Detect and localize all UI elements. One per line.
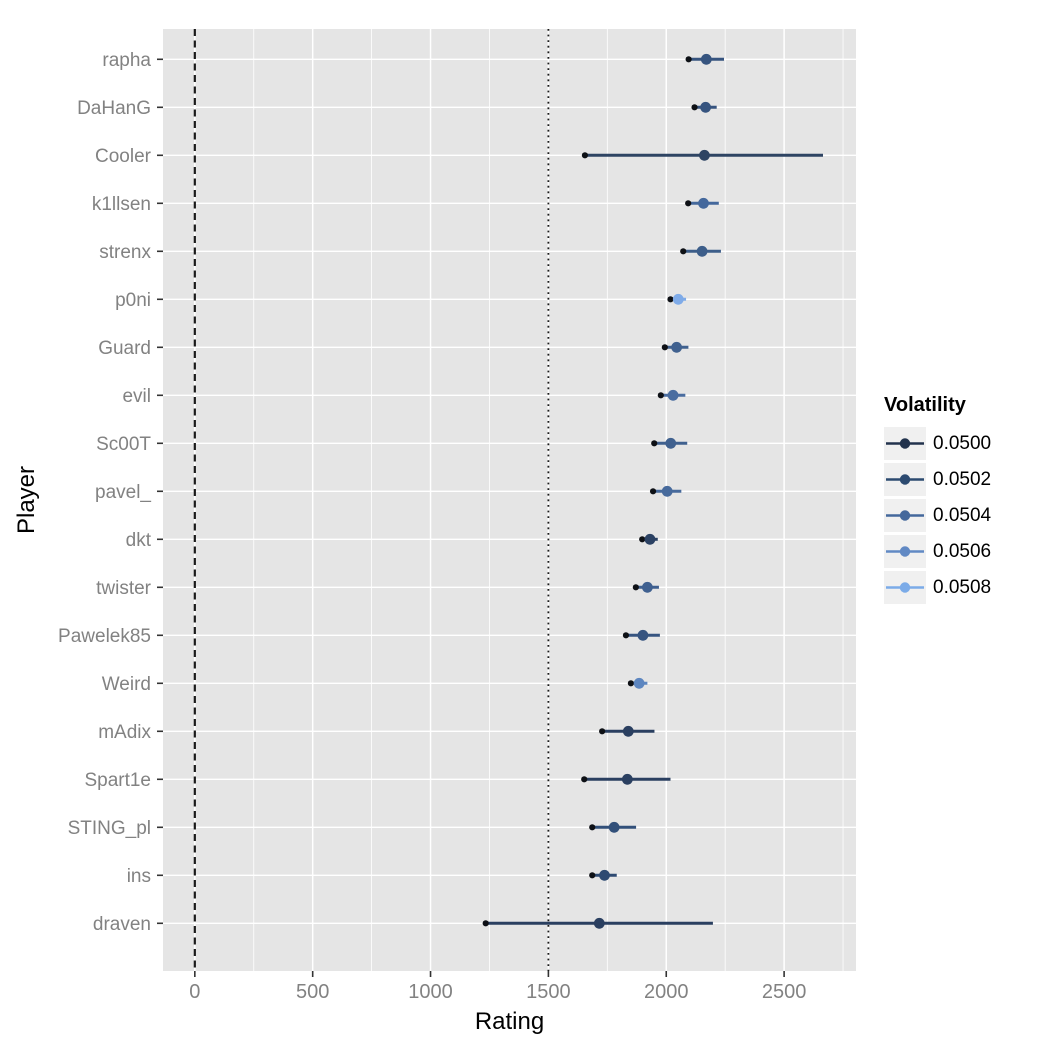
lower-bound-point-pavel_ (649, 488, 657, 495)
legend-label: 0.0502 (933, 468, 992, 490)
rating-point-Guard (671, 341, 683, 353)
player-tick-label: Guard (98, 338, 151, 359)
legend-key-pointrange-icon (884, 571, 926, 604)
rating-point-Weird (633, 677, 645, 689)
lower-bound-point-Spart1e (581, 776, 588, 783)
player-tick-label: Weird (102, 674, 151, 695)
legend-key-pointrange-icon (884, 535, 926, 568)
legend-label: 0.0504 (933, 504, 992, 526)
player-tick-label: DaHanG (77, 98, 151, 119)
player-tick-label: rapha (102, 50, 151, 71)
player-tick-label: STING_pl (68, 818, 151, 839)
lower-bound-point-STING_pl (589, 824, 596, 831)
legend-label: 0.0508 (933, 576, 992, 598)
x-tick-label: 1000 (408, 981, 453, 1003)
legend-entry: 0.0508 (884, 571, 991, 604)
rating-point-Sc00T (665, 437, 677, 449)
lower-bound-point-Pawelek85 (622, 632, 630, 639)
lower-bound-point-Cooler (581, 152, 589, 159)
rating-point-dkt (644, 533, 656, 545)
lower-bound-point-Weird (627, 680, 634, 687)
legend-entry: 0.0502 (884, 463, 991, 496)
lower-bound-point-draven (482, 920, 489, 927)
lower-bound-point-mAdix (599, 728, 606, 735)
rating-point-rapha (700, 53, 712, 65)
legend: Volatility 0.0500 0.0502 0.0504 0.0506 0.050… (884, 394, 991, 607)
legend-title: Volatility (884, 394, 966, 416)
legend-entry: 0.0500 (884, 427, 991, 460)
rating-point-STING_pl (608, 821, 620, 833)
player-tick-label: pavel_ (95, 482, 151, 503)
lower-bound-point-p0ni (667, 296, 674, 303)
player-tick-label: twister (96, 578, 152, 599)
player-tick-label: draven (93, 914, 151, 935)
plot-panel (163, 29, 856, 971)
lower-bound-point-dkt (639, 536, 646, 543)
legend-key-pointrange-icon (884, 499, 926, 532)
lower-bound-point-evil (657, 392, 664, 399)
rating-point-DaHanG (700, 101, 712, 113)
rating-point-Cooler (699, 149, 710, 161)
rating-point-Spart1e (621, 773, 633, 785)
rating-point-k1llsen (698, 197, 709, 209)
legend-entry: 0.0504 (884, 499, 991, 532)
x-tick-label: 500 (296, 981, 329, 1003)
player-tick-label: Cooler (95, 146, 152, 167)
lower-bound-point-DaHanG (691, 104, 698, 111)
lower-bound-point-k1llsen (685, 200, 692, 207)
player-tick-label: ins (127, 866, 151, 887)
player-tick-label: Spart1e (84, 770, 151, 791)
rating-point-strenx (696, 245, 708, 257)
lower-bound-point-strenx (680, 248, 687, 255)
lower-bound-point-twister (632, 584, 639, 591)
player-tick-label: strenx (99, 242, 151, 263)
player-tick-label: k1llsen (92, 194, 151, 215)
lower-bound-point-rapha (685, 56, 692, 63)
rating-point-draven (593, 917, 605, 929)
legend-label: 0.0500 (933, 432, 992, 454)
rating-point-p0ni (672, 293, 684, 305)
x-tick-label: 2500 (762, 981, 807, 1003)
legend-label: 0.0506 (933, 540, 992, 562)
x-tick-label: 1500 (526, 981, 571, 1003)
rating-point-Pawelek85 (637, 629, 649, 641)
rating-point-mAdix (622, 725, 634, 737)
rating-point-twister (641, 581, 653, 593)
legend-entry: 0.0506 (884, 535, 991, 568)
player-tick-label: mAdix (98, 722, 151, 743)
player-tick-label: Pawelek85 (58, 626, 151, 647)
player-axis-title: Player (13, 465, 40, 535)
rating-point-pavel_ (661, 485, 673, 497)
rating-point-ins (599, 869, 610, 881)
lower-bound-point-Sc00T (651, 440, 658, 447)
legend-entries: 0.0500 0.0502 0.0504 0.0506 0.0508 (884, 427, 991, 604)
x-tick-label: 2000 (644, 981, 689, 1003)
lower-bound-point-Guard (661, 344, 668, 351)
player-tick-label: dkt (126, 530, 152, 551)
rating-point-evil (667, 389, 679, 401)
legend-key-pointrange-icon (884, 463, 926, 496)
legend-key-pointrange-icon (884, 427, 926, 460)
rating-axis-title: Rating (474, 1008, 545, 1035)
player-tick-label: evil (122, 386, 151, 407)
x-tick-label: 0 (189, 981, 200, 1003)
player-tick-label: Sc00T (96, 434, 151, 455)
lower-bound-point-ins (589, 872, 596, 879)
player-tick-label: p0ni (115, 290, 151, 311)
